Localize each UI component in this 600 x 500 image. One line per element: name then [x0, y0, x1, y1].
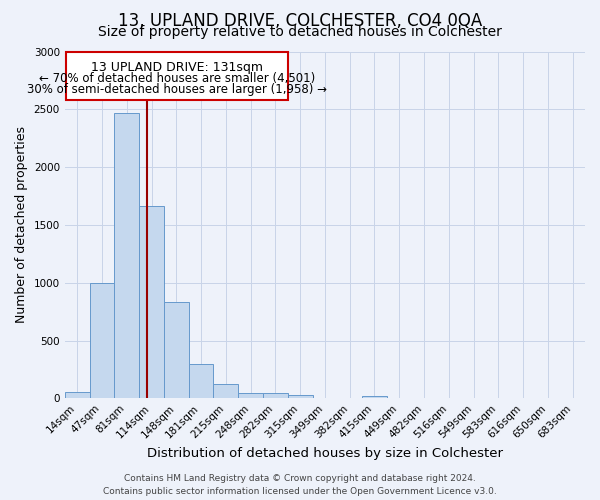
Bar	[115, 113, 139, 399]
Y-axis label: Number of detached properties: Number of detached properties	[15, 126, 28, 324]
Text: Size of property relative to detached houses in Colchester: Size of property relative to detached ho…	[98, 25, 502, 39]
Text: 13, UPLAND DRIVE, COLCHESTER, CO4 0QA: 13, UPLAND DRIVE, COLCHESTER, CO4 0QA	[118, 12, 482, 30]
Bar	[214, 384, 238, 398]
Bar	[263, 393, 288, 398]
Bar	[288, 395, 313, 398]
Bar	[89, 282, 115, 399]
X-axis label: Distribution of detached houses by size in Colchester: Distribution of detached houses by size …	[147, 447, 503, 460]
Text: ← 70% of detached houses are smaller (4,501): ← 70% of detached houses are smaller (4,…	[39, 72, 315, 86]
Bar	[238, 392, 263, 398]
Bar	[188, 364, 214, 398]
FancyBboxPatch shape	[66, 52, 288, 100]
Bar	[164, 302, 188, 398]
Bar	[139, 206, 164, 398]
Text: 30% of semi-detached houses are larger (1,958) →: 30% of semi-detached houses are larger (…	[27, 84, 327, 96]
Text: Contains HM Land Registry data © Crown copyright and database right 2024.
Contai: Contains HM Land Registry data © Crown c…	[103, 474, 497, 496]
Bar	[362, 396, 387, 398]
Text: 13 UPLAND DRIVE: 131sqm: 13 UPLAND DRIVE: 131sqm	[91, 60, 263, 74]
Bar	[65, 392, 89, 398]
